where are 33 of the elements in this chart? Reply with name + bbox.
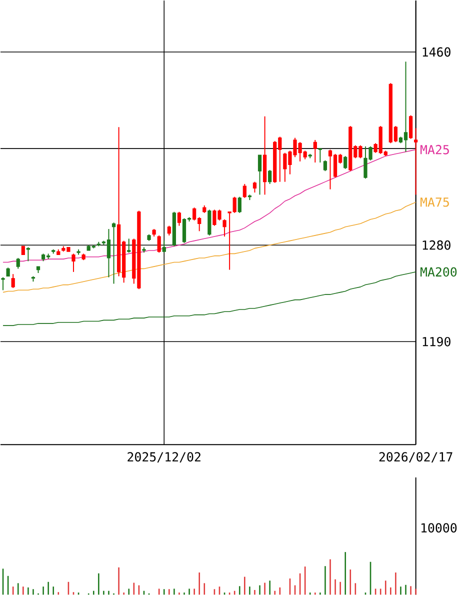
candlestick xyxy=(126,238,130,254)
text: 10000 xyxy=(421,523,456,533)
y-tick-label: 1190 xyxy=(422,336,450,346)
candlestick xyxy=(11,274,15,289)
x-tick-label: 2025/12/02 xyxy=(127,452,200,462)
candlestick xyxy=(162,240,166,254)
candlestick xyxy=(207,209,211,236)
y-tick-label: 1460 xyxy=(422,47,450,57)
candlestick xyxy=(177,211,181,226)
candlestick xyxy=(242,183,246,198)
series-label: MA200 xyxy=(420,267,456,277)
candlestick xyxy=(71,253,76,272)
candlestick xyxy=(16,257,20,270)
candlestick xyxy=(318,148,322,163)
candlestick xyxy=(222,218,226,238)
candlestick xyxy=(343,156,347,170)
candlestick xyxy=(258,154,262,196)
candlestick xyxy=(167,225,171,236)
y-tick-label: 1280 xyxy=(422,240,450,250)
candlestick xyxy=(0,276,5,291)
candlestick xyxy=(313,139,317,163)
candlestick xyxy=(408,114,412,140)
series-label: MA25 xyxy=(420,144,449,154)
x-tick-label: 2026/02/17 xyxy=(379,452,452,462)
series-label: MA75 xyxy=(420,198,449,207)
candlestick xyxy=(157,234,161,254)
candlestick xyxy=(112,222,116,284)
candlestick xyxy=(252,181,256,194)
candlestick xyxy=(414,128,418,196)
candlestick xyxy=(26,246,30,262)
candlestick xyxy=(268,170,272,184)
candlestick xyxy=(238,196,242,214)
candlestick xyxy=(323,160,327,172)
